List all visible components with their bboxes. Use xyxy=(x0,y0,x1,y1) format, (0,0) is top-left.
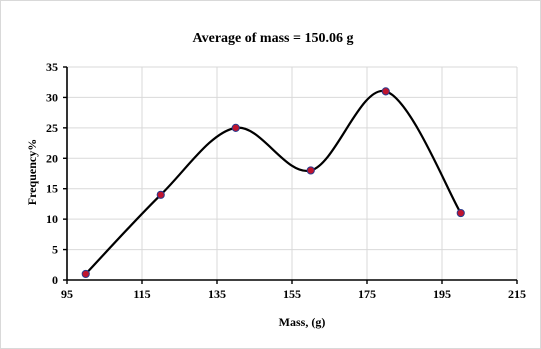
axes xyxy=(63,66,518,284)
x-tick-label: 95 xyxy=(61,287,73,301)
x-tick-label: 155 xyxy=(283,287,301,301)
data-point-marker xyxy=(231,123,240,132)
x-axis-title: Mass, (g) xyxy=(279,315,326,329)
series-line-layer xyxy=(84,90,462,275)
gridlines xyxy=(67,66,518,280)
data-point-marker xyxy=(456,208,465,218)
x-tick-label: 215 xyxy=(508,287,526,301)
data-markers xyxy=(81,87,465,279)
data-point-marker xyxy=(156,190,165,199)
chart-title: Average of mass = 150.06 g xyxy=(193,31,354,46)
y-tick-label: 35 xyxy=(46,60,58,74)
data-point-marker xyxy=(81,269,90,279)
x-tick-label: 115 xyxy=(133,287,150,301)
tick-labels: 0 5 10 15 20 25 30 35 95 115 135 155 175 195 215 xyxy=(46,60,526,301)
x-tick-label: 135 xyxy=(208,287,226,301)
y-tick-label: 0 xyxy=(52,273,58,287)
y-tick-label: 25 xyxy=(46,121,58,135)
y-tick-label: 10 xyxy=(46,212,58,226)
x-tick-label: 195 xyxy=(433,287,451,301)
y-axis-title: Frequency% xyxy=(25,139,39,205)
data-point-marker xyxy=(306,166,315,175)
x-tick-label: 175 xyxy=(358,287,376,301)
y-tick-label: 5 xyxy=(52,243,58,257)
series-line xyxy=(84,90,462,275)
y-tick-label: 20 xyxy=(46,151,58,165)
y-tick-label: 15 xyxy=(46,182,58,196)
data-point-marker xyxy=(381,87,390,96)
y-tick-label: 30 xyxy=(46,90,58,104)
